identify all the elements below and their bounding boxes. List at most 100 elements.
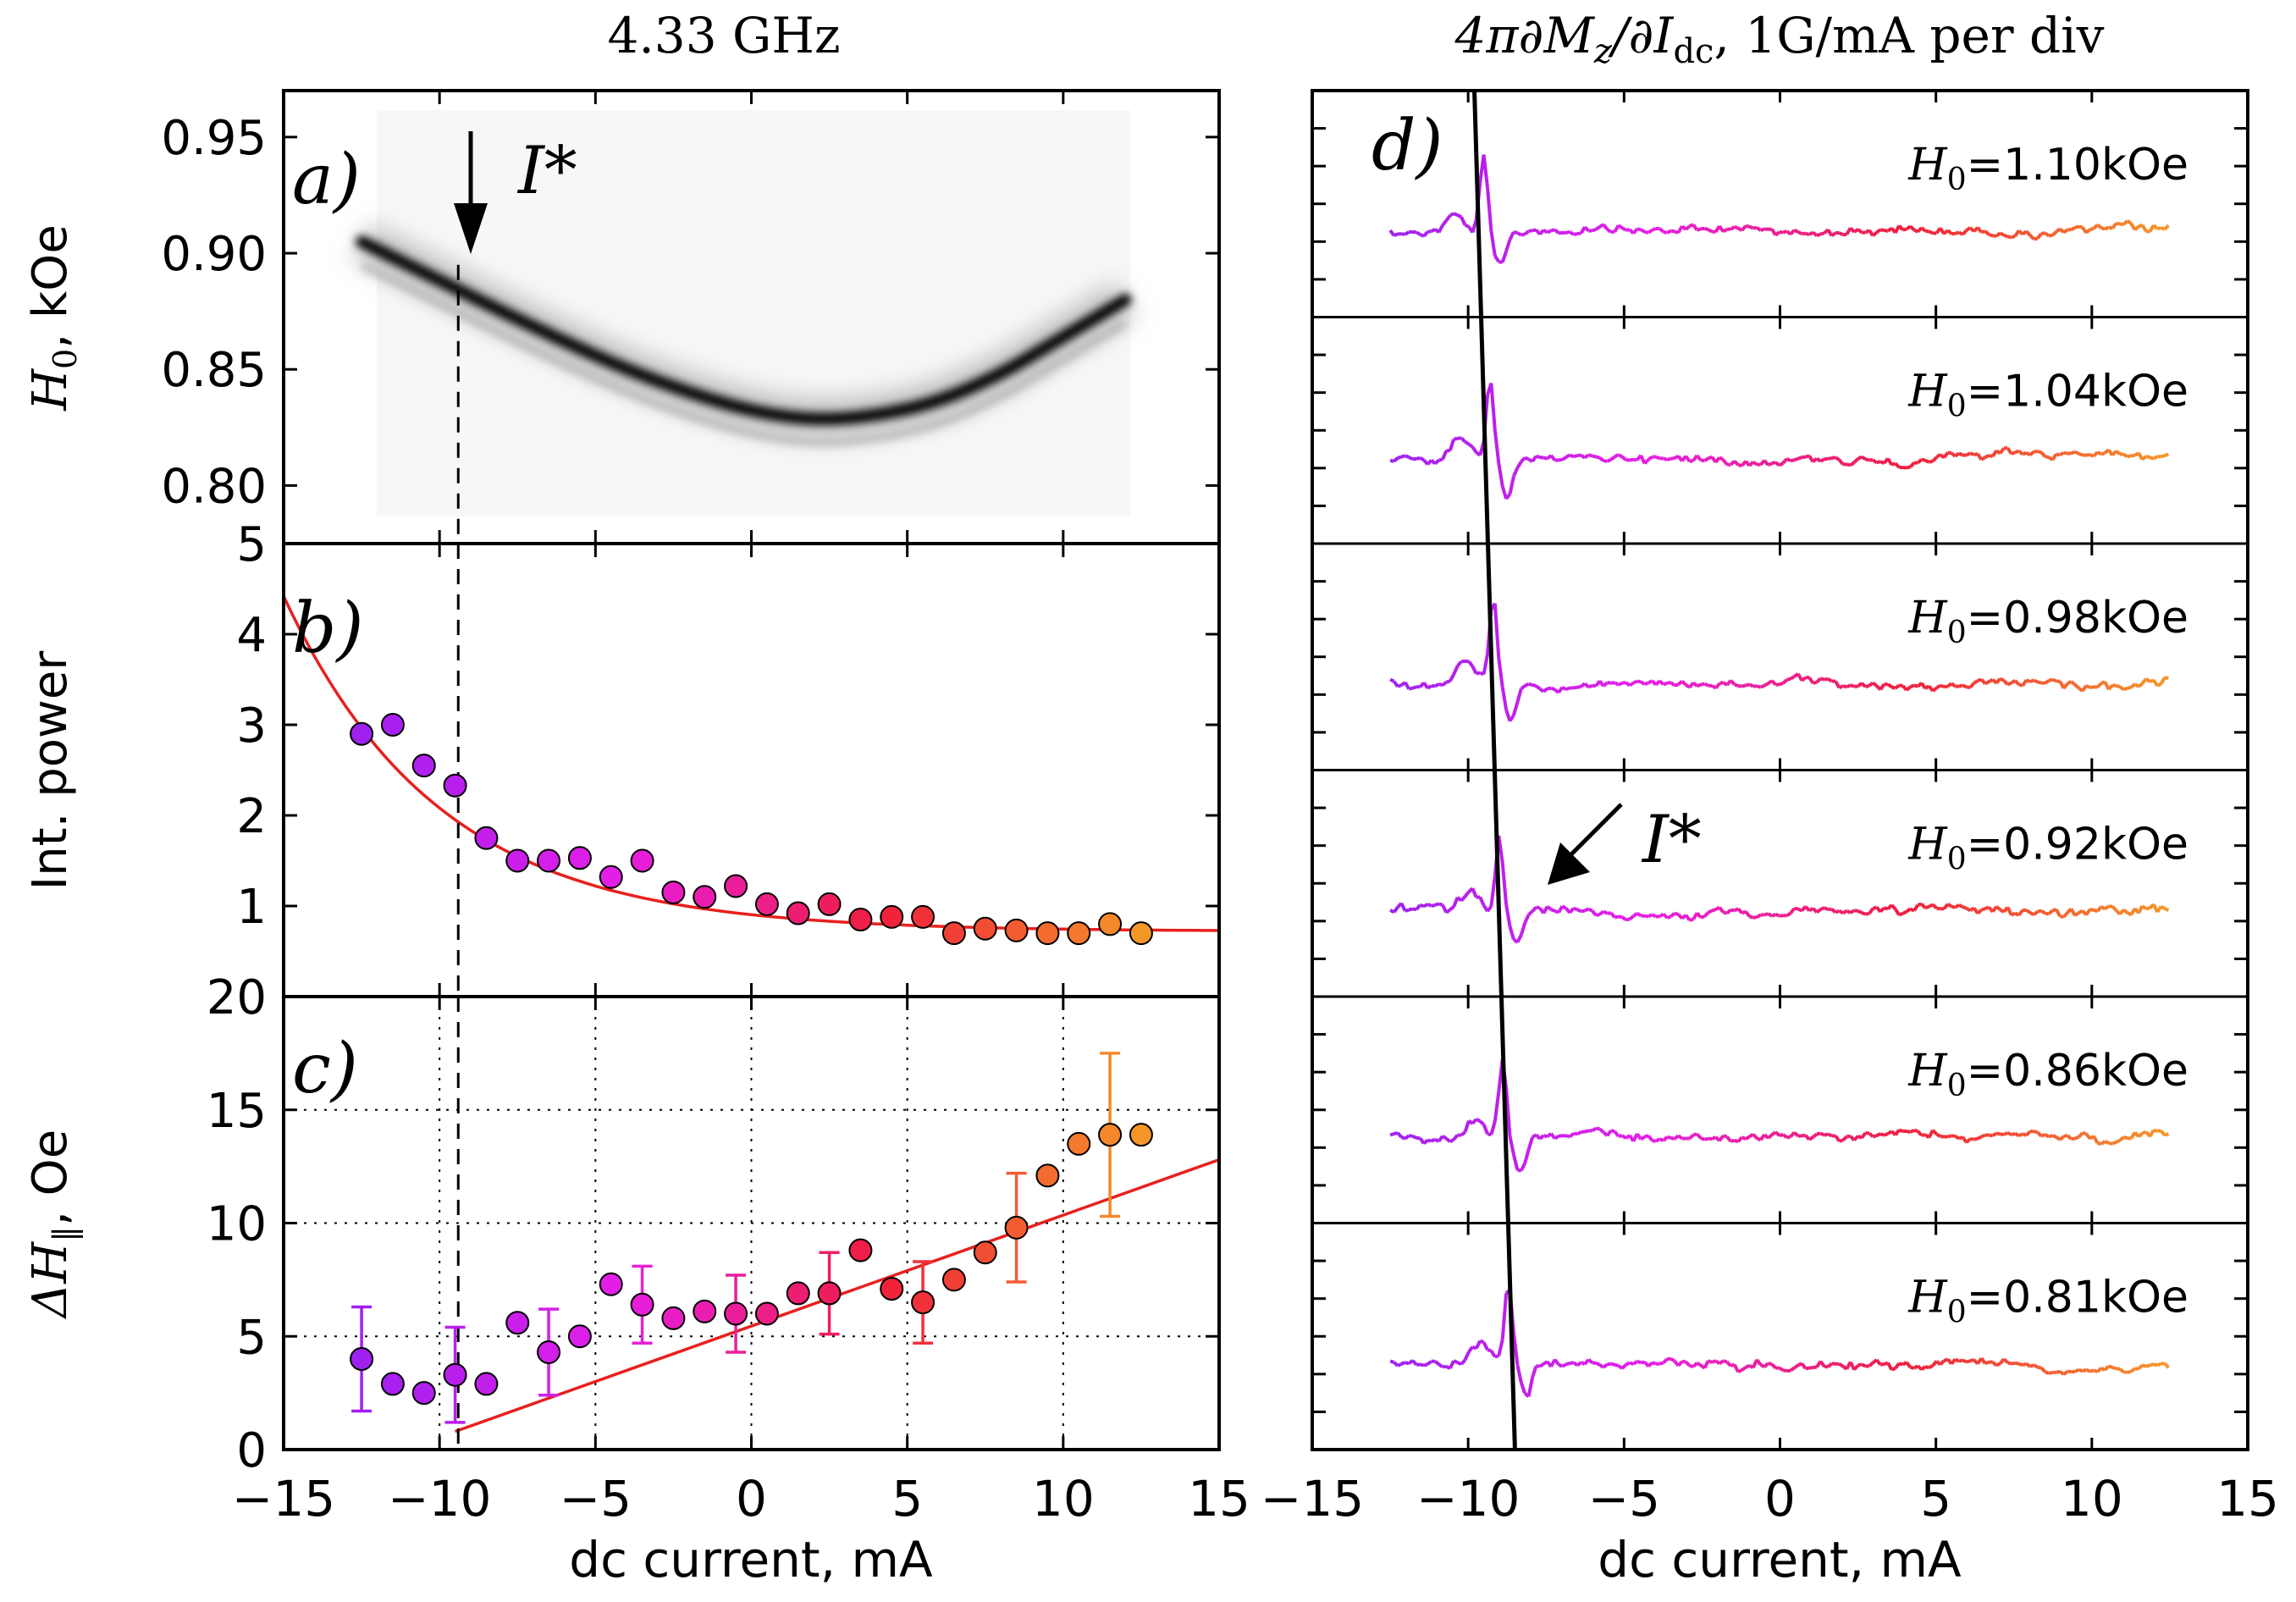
- trace-segment: [1647, 1135, 1654, 1142]
- trace-segment: [1433, 1360, 1440, 1366]
- field-label-sub: 0: [1947, 1069, 1967, 1103]
- trace-segment: [1838, 909, 1844, 915]
- trace-segment: [1587, 907, 1593, 913]
- trace-segment: [1625, 228, 1631, 232]
- trace-segment: [1946, 903, 1953, 909]
- trace-segment: [1497, 835, 1504, 863]
- field-label: H0=1.10kOe: [1907, 140, 2188, 197]
- trace-segment: [1584, 1129, 1589, 1134]
- trace-segment: [1546, 229, 1553, 235]
- trace-segment: [1999, 677, 2005, 682]
- trace-segment: [2051, 908, 2057, 913]
- trace-segment: [1917, 902, 1923, 907]
- trace-segment: [1741, 224, 1747, 232]
- trace-segment: [1493, 1091, 1501, 1122]
- trace-segment: [1894, 1129, 1901, 1136]
- trace-segment: [2055, 909, 2062, 918]
- trace-segment: [2070, 225, 2076, 232]
- field-label: H0=0.92kOe: [1907, 820, 2188, 877]
- trace-segment: [2037, 1365, 2042, 1370]
- trace-segment: [1909, 1129, 1915, 1134]
- trace-segment: [1969, 1357, 1975, 1363]
- trace-segment: [2085, 684, 2091, 689]
- trace-segment: [1647, 455, 1653, 461]
- trace-segment: [1838, 1362, 1844, 1368]
- trace-segment: [1399, 902, 1407, 912]
- trace-segment: [2010, 679, 2017, 685]
- trace-segment: [1591, 1126, 1598, 1133]
- trace-segment: [2100, 1140, 2106, 1146]
- trace-segment: [1651, 227, 1657, 232]
- trace-segment: [1755, 1358, 1763, 1367]
- trace-segment: [1737, 1368, 1743, 1373]
- trace-segment: [1610, 1129, 1615, 1134]
- x-tick-label: 15: [2216, 1470, 2279, 1527]
- trace-segment: [1868, 1361, 1874, 1367]
- trace-segment: [1988, 677, 1994, 683]
- trace-segment: [1640, 680, 1646, 686]
- trace-segment: [2103, 1365, 2111, 1372]
- trace-segment: [1824, 1132, 1829, 1137]
- field-label-value: =1.10kOe: [1967, 140, 2188, 191]
- trace-segment: [1445, 908, 1452, 914]
- trace-segment: [1595, 1126, 1600, 1131]
- trace-segment: [1487, 1348, 1492, 1352]
- trace-segment: [1629, 1361, 1635, 1366]
- trace-segment: [1733, 460, 1740, 467]
- trace-segment: [1958, 1135, 1964, 1141]
- trace-segment: [2111, 1140, 2117, 1146]
- trace-segment: [2108, 225, 2113, 230]
- trace-segment: [1595, 455, 1601, 460]
- trace-segment: [1805, 454, 1810, 459]
- trace-segment: [1573, 1131, 1578, 1136]
- trace-segment: [2039, 1367, 2047, 1373]
- trace-segment: [1504, 1087, 1512, 1137]
- trace-segment: [2077, 1131, 2084, 1139]
- trace-segment: [1460, 1358, 1467, 1366]
- trace-segment: [1493, 254, 1500, 263]
- trace-segment: [1793, 456, 1799, 462]
- data-point-b: [1129, 921, 1153, 946]
- trace-segment: [1718, 906, 1725, 914]
- trace-segment: [2111, 222, 2118, 229]
- trace-segment: [1463, 891, 1471, 898]
- trace-segment: [1901, 909, 1907, 915]
- trace-segment: [1879, 1362, 1885, 1367]
- trace-segment: [2133, 224, 2140, 231]
- trace-segment: [1778, 461, 1785, 467]
- trace-segment: [1793, 1131, 1800, 1138]
- data-point-b: [630, 848, 654, 873]
- trace-segment: [1984, 905, 1990, 911]
- trace-segment: [1763, 1362, 1769, 1368]
- trace-segment: [1849, 909, 1856, 914]
- trace-segment: [1763, 682, 1769, 688]
- trace-segment: [1747, 461, 1755, 467]
- trace-segment: [1598, 909, 1605, 916]
- trace-segment: [2059, 1370, 2065, 1376]
- trace-segment: [1422, 1139, 1429, 1145]
- trace-segment: [1515, 688, 1523, 704]
- trace-segment: [2067, 1369, 2072, 1374]
- trace-segment: [1553, 1358, 1560, 1366]
- trace-segment: [1879, 1132, 1885, 1137]
- trace-segment: [1489, 383, 1497, 431]
- trace-segment: [1999, 231, 2006, 237]
- trace-segment: [2093, 908, 2099, 914]
- trace-segment: [2155, 905, 2163, 914]
- trace-segment: [1388, 229, 1396, 237]
- field-label-value: =0.98kOe: [1967, 593, 2188, 644]
- field-label-value: =0.86kOe: [1967, 1046, 2188, 1097]
- trace-segment: [1471, 1345, 1477, 1351]
- trace-segment: [1808, 907, 1814, 913]
- trace-segment: [1549, 1132, 1557, 1140]
- trace-segment: [2160, 1130, 2166, 1137]
- points-c: [350, 1052, 1153, 1424]
- field-label-symbol: H: [1907, 593, 1948, 644]
- trace-segment: [1834, 680, 1841, 689]
- trace-segment: [1478, 1119, 1485, 1126]
- trace-segment: [1419, 233, 1425, 238]
- trace-segment: [1441, 450, 1449, 461]
- trace-segment: [1797, 456, 1803, 461]
- data-point-b: [941, 921, 966, 946]
- trace-segment: [2062, 1370, 2069, 1376]
